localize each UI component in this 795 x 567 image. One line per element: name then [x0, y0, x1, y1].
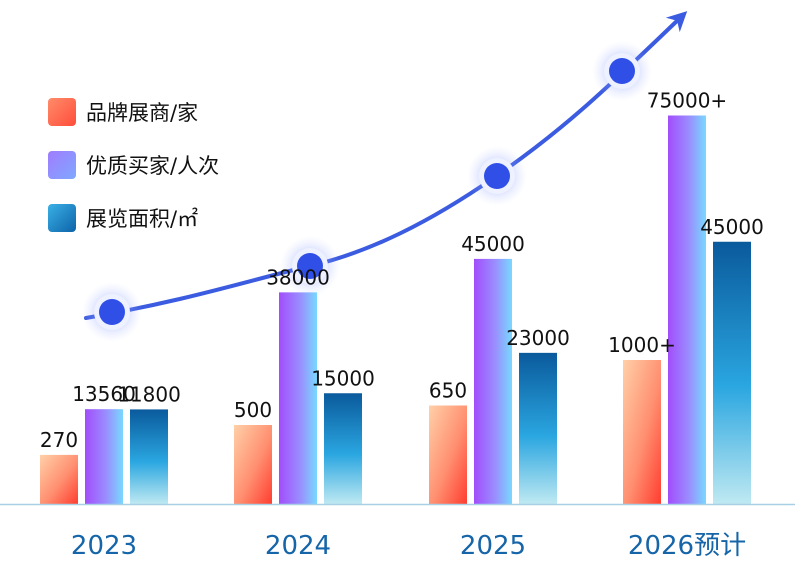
- legend-item-exhibitors: 品牌展商/家: [48, 98, 219, 126]
- bar-buyers-2: [474, 258, 512, 504]
- trend-line: [84, 11, 688, 320]
- legend-label-buyers: 优质买家/人次: [86, 154, 220, 178]
- bar-area-0: [130, 409, 168, 504]
- data-label-buyers-1: 38000: [266, 265, 330, 289]
- bar-exhibitors-0: [40, 454, 78, 504]
- data-label-area-3: 45000: [700, 215, 764, 239]
- data-label-exhibitors-0: 270: [40, 428, 78, 452]
- legend-swatch-area: [48, 204, 76, 232]
- legend-label-area: 展览面积/㎡: [86, 207, 199, 231]
- x-tick-label-3: 2026预计: [628, 531, 746, 561]
- data-label-area-1: 15000: [311, 366, 375, 390]
- trend-marker-3: [609, 58, 635, 84]
- trend-marker-1: [297, 253, 323, 279]
- legend-swatch-exhibitors: [48, 98, 76, 126]
- data-label-exhibitors-1: 500: [234, 398, 272, 422]
- legend-label-exhibitors: 品牌展商/家: [86, 101, 199, 125]
- legend-item-buyers: 优质买家/人次: [48, 151, 219, 179]
- bar-buyers-0: [85, 409, 123, 504]
- bar-buyers-1: [279, 292, 317, 504]
- x-tick-label-2: 2025: [460, 531, 526, 561]
- legend-item-area: 展览面积/㎡: [48, 204, 219, 232]
- bar-exhibitors-1: [234, 425, 272, 504]
- legend-swatch-buyers: [48, 151, 76, 179]
- data-label-area-2: 23000: [506, 326, 570, 350]
- trend-marker-0: [99, 299, 125, 325]
- data-label-exhibitors-2: 650: [429, 379, 467, 403]
- data-label-buyers-0: 13560: [72, 382, 136, 406]
- data-label-buyers-2: 45000: [461, 232, 525, 256]
- data-label-area-0: 11800: [117, 382, 181, 406]
- bar-exhibitors-2: [429, 405, 467, 504]
- trend-marker-2: [484, 163, 510, 189]
- bar-area-3: [713, 241, 751, 504]
- bar-area-2: [519, 352, 557, 504]
- data-label-buyers-3: 75000+: [647, 89, 727, 113]
- legend: 品牌展商/家 优质买家/人次 展览面积/㎡: [48, 98, 219, 257]
- data-label-exhibitors-3: 1000+: [608, 333, 676, 357]
- bar-area-1: [324, 393, 362, 504]
- x-tick-label-0: 2023: [71, 531, 137, 561]
- x-tick-label-1: 2024: [265, 531, 331, 561]
- bar-exhibitors-3: [623, 360, 661, 504]
- bar-buyers-3: [668, 115, 706, 504]
